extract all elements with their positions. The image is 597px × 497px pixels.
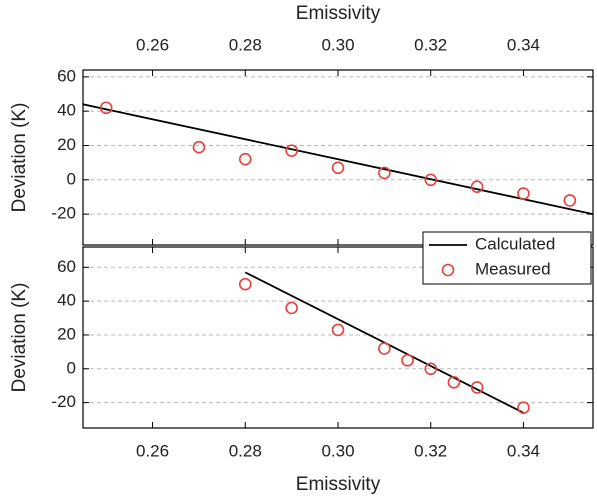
x-tick-label: 0.32 <box>414 35 447 54</box>
y-axis-title: Deviation (K) <box>9 103 30 213</box>
y-tick-label: -20 <box>51 204 76 223</box>
x-tick-label: 0.34 <box>507 35 540 54</box>
y-axis-title: Deviation (K) <box>9 283 30 393</box>
x-tick-label: 0.28 <box>229 35 262 54</box>
x-tick-label: 0.30 <box>321 441 354 460</box>
x-tick-label: 0.26 <box>136 35 169 54</box>
x-tick-label: 0.32 <box>414 441 447 460</box>
measured-point <box>378 342 391 355</box>
y-tick-label: 40 <box>57 101 76 120</box>
x-tick-label: 0.34 <box>507 441 540 460</box>
y-tick-label: 0 <box>67 169 76 188</box>
measured-point <box>517 401 530 415</box>
measured-point <box>331 161 345 175</box>
measured-point <box>285 301 298 315</box>
measured-point <box>401 354 414 367</box>
measured-point <box>238 152 252 166</box>
measured-point <box>238 277 252 291</box>
measured-point <box>563 194 577 207</box>
y-tick-label: 60 <box>57 66 76 85</box>
measured-point <box>378 166 391 180</box>
x-axis-title: Emissivity <box>296 3 381 24</box>
y-tick-label: 20 <box>57 135 76 154</box>
calculated-line <box>83 103 593 215</box>
x-axis-title: Emissivity <box>296 474 381 495</box>
measured-point <box>424 173 438 187</box>
y-tick-label: 60 <box>57 257 76 276</box>
x-tick-label: 0.26 <box>136 441 169 460</box>
y-tick-label: 40 <box>57 291 76 310</box>
plot-frame <box>82 246 594 429</box>
measured-point <box>517 187 530 200</box>
measured-point <box>99 101 113 115</box>
y-tick-label: 20 <box>57 324 76 343</box>
measured-point <box>192 140 206 154</box>
measured-point <box>470 180 484 193</box>
x-tick-label: 0.28 <box>229 441 262 460</box>
legend-label: Measured <box>475 259 551 278</box>
y-tick-label: 0 <box>67 358 76 377</box>
x-tick-label: 0.30 <box>321 35 354 54</box>
plot-frame <box>82 69 594 246</box>
measured-point <box>331 323 345 337</box>
y-tick-label: -20 <box>51 392 76 411</box>
measured-point <box>424 362 438 376</box>
legend-swatch <box>441 263 455 277</box>
legend-label: Calculated <box>475 234 555 253</box>
measured-point <box>470 381 484 394</box>
measured-point <box>285 144 298 157</box>
measured-point <box>447 376 461 389</box>
